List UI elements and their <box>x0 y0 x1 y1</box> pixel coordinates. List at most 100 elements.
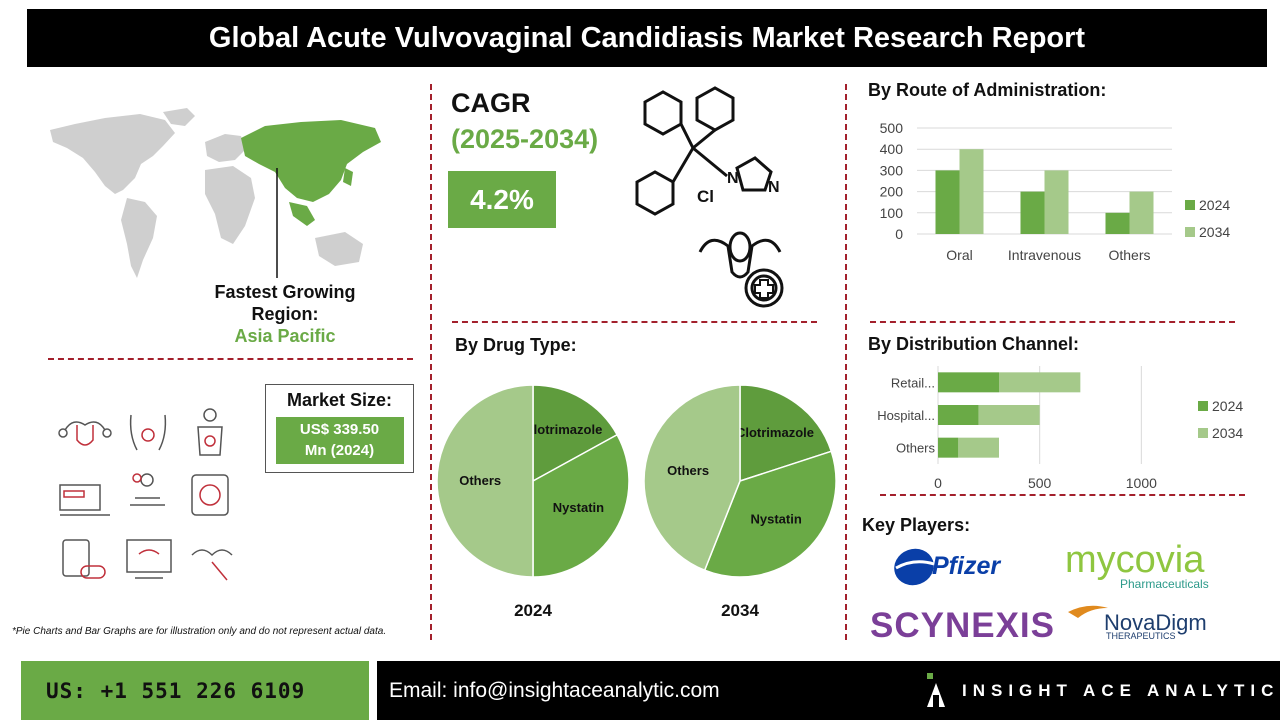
market-size-value-line1: US$ 339.50 <box>299 421 380 438</box>
doctor-patient-icon <box>130 473 165 506</box>
divider-left-h <box>48 358 413 360</box>
mycovia-logo: mycovia Pharmaceuticals <box>1065 539 1235 595</box>
legend-swatch <box>1185 200 1195 210</box>
pie-slice <box>532 433 630 578</box>
world-map <box>50 108 381 278</box>
mycovia-name: mycovia <box>1065 539 1205 581</box>
cagr-value: 4.2% <box>448 171 556 228</box>
divider-left <box>430 84 432 640</box>
molecule-cl-label: Cl <box>697 187 714 206</box>
bar-2024 <box>1105 212 1130 234</box>
uterus-medical-icon <box>698 231 784 308</box>
bar-2024 <box>935 170 960 234</box>
y-tick-label: 0 <box>895 226 903 242</box>
report-title: Global Acute Vulvovaginal Candidiasis Ma… <box>208 22 1086 54</box>
pie-year-label: 2024 <box>514 601 552 620</box>
bar-2034 <box>978 405 1040 425</box>
region-label: Fastest Growing Region: <box>214 282 356 324</box>
pelvis-icon <box>129 414 167 451</box>
pie-label: Clotrimazole <box>736 425 814 440</box>
divider-right <box>845 84 847 640</box>
divider-right-h2 <box>880 494 1245 496</box>
legend-label: 2024 <box>1199 197 1230 213</box>
disclaimer-note: *Pie Charts and Bar Graphs are for illus… <box>12 626 387 637</box>
market-size-value: US$ 339.50 Mn (2024) <box>275 417 404 464</box>
market-size-label: Market Size: <box>286 390 393 410</box>
y-tick-label: 300 <box>880 162 904 178</box>
molecule-n2-label: N <box>768 179 780 196</box>
pie-label: Nystatin <box>553 500 604 515</box>
scan-bed-icon <box>59 484 110 516</box>
pie-slice <box>532 384 619 483</box>
title-bar: Global Acute Vulvovaginal Candidiasis Ma… <box>27 9 1267 67</box>
pie-slice <box>643 384 741 572</box>
novadigm-logo: NovaDigm THERAPEUTICS <box>1068 600 1223 645</box>
cagr-period: (2025-2034) <box>451 124 599 154</box>
x-tick-label: Oral <box>946 247 972 263</box>
pie-label: Others <box>667 463 709 478</box>
monitor-uterus-icon <box>126 539 172 579</box>
footer-phone: US: +1 551 226 6109 <box>21 661 369 720</box>
market-size-box: Market Size: US$ 339.50 Mn (2024) <box>265 384 414 473</box>
scynexis-name: SCYNEXIS <box>870 606 1055 645</box>
distribution-bar-chart: 0 500 1000 Retail... Hospital... Others 2024 20… <box>877 366 1243 491</box>
pie-label: Clotrimazole <box>524 422 602 437</box>
bar-2034 <box>959 149 984 234</box>
pie-label: Nystatin <box>750 511 801 526</box>
y-tick-label: Retail... <box>891 375 935 390</box>
region-value: Asia Pacific <box>234 326 336 346</box>
x-tick-label: Others <box>1108 247 1150 263</box>
pfizer-name: Pfizer <box>932 552 1001 580</box>
mri-machine-icon <box>191 474 229 516</box>
route-heading: By Route of Administration: <box>868 80 1107 100</box>
legend-label: 2034 <box>1212 425 1243 441</box>
scynexis-logo: SCYNEXIS <box>870 606 1055 646</box>
bar-2034 <box>999 372 1081 393</box>
legend-swatch <box>1198 428 1208 438</box>
molecule-n1-label: N <box>727 170 739 187</box>
legend-swatch <box>1185 227 1195 237</box>
brand-name: INSIGHT ACE ANALYTIC <box>962 681 1280 700</box>
bar-2024 <box>1020 191 1045 234</box>
footer-contact: Email: info@insightaceanalytic.com INSIG… <box>377 661 1280 720</box>
pie-year-label: 2034 <box>721 601 759 620</box>
divider-mid-h <box>452 321 817 323</box>
legend-label: 2034 <box>1199 224 1230 240</box>
bar-2024 <box>938 405 979 425</box>
x-tick-label: 500 <box>1028 475 1052 491</box>
distribution-heading: By Distribution Channel: <box>868 334 1079 354</box>
x-tick-label: Intravenous <box>1008 247 1081 263</box>
route-bar-chart: 0 100 200 300 400 500 Oral Intravenous Others 202… <box>880 120 1231 263</box>
bar-2024 <box>938 372 999 393</box>
drug-type-heading: By Drug Type: <box>455 335 577 355</box>
body-icon <box>197 408 223 456</box>
clotrimazole-molecule-icon: Cl N N <box>635 86 780 216</box>
pie-slice <box>436 384 534 578</box>
phone-number[interactable]: US: +1 551 226 6109 <box>46 679 306 703</box>
bar-2034 <box>958 437 999 458</box>
y-tick-label: Hospital... <box>877 408 935 423</box>
novadigm-name: NovaDigm <box>1104 610 1207 635</box>
uterus-icon <box>58 421 112 446</box>
legend-swatch <box>1198 401 1208 411</box>
divider-right-h1 <box>870 321 1235 323</box>
drug-pie-2034: Clotrimazole Nystatin Others 2034 <box>643 384 837 620</box>
y-tick-label: 400 <box>880 141 904 157</box>
insight-ace-logo-icon <box>927 673 945 707</box>
uterus-injection-icon <box>191 549 233 581</box>
cagr-label: CAGR <box>451 88 531 118</box>
bar-2034 <box>1129 191 1154 234</box>
pie-label: Others <box>459 473 501 488</box>
bar-2034 <box>1044 170 1069 234</box>
email-address[interactable]: Email: info@insightaceanalytic.com <box>389 679 720 702</box>
y-tick-label: 500 <box>880 120 904 136</box>
novadigm-sub: THERAPEUTICS <box>1106 631 1176 641</box>
key-players-heading: Key Players: <box>862 515 971 535</box>
fastest-growing-region: Fastest Growing Region: Asia Pacific <box>190 281 380 347</box>
market-size-value-line2: Mn (2024) <box>304 442 375 459</box>
pie-slice <box>703 450 837 578</box>
pfizer-logo: Pfizer <box>890 542 1010 592</box>
pills-icon <box>62 539 106 579</box>
x-tick-label: 1000 <box>1126 475 1157 491</box>
legend-label: 2024 <box>1212 398 1243 414</box>
